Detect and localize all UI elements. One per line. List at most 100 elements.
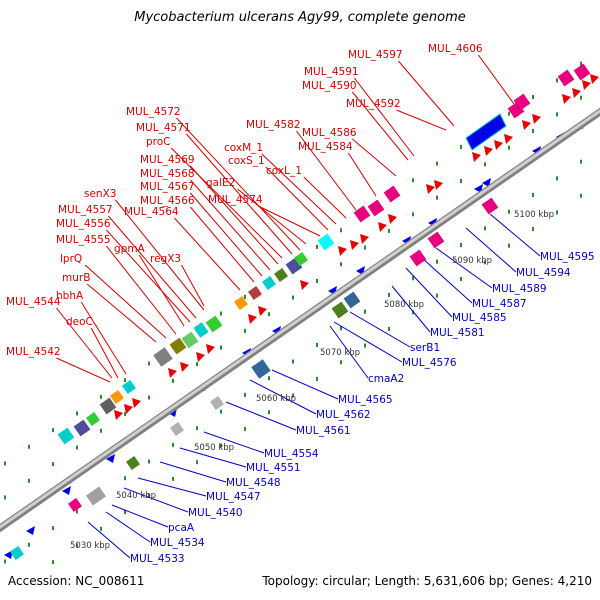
forward-gene-label: MUL_4564 [124,206,179,218]
tick-dot [508,243,510,248]
leader-line [86,283,157,343]
tick-dot [412,178,414,183]
forward-gene-label: regX3 [150,253,181,265]
forward-gene-arrow [248,314,257,324]
reverse-gene-arrow [62,486,71,495]
tick-dot [172,476,174,481]
forward-gene-label: proC [146,136,171,148]
leader-line [237,188,307,245]
forward-gene-label: lprQ [60,253,82,265]
reverse-gene-label: serB1 [410,342,440,354]
leader-line [296,130,357,211]
forward-gene-label: MUL_4606 [428,43,483,55]
forward-gene-arrow [124,404,133,414]
reverse-gene-label: MUL_4540 [188,507,243,519]
gene-box [331,301,349,319]
tick-dot [52,462,54,467]
tick-dot [28,444,30,449]
operon-block [465,113,507,151]
leader-line [190,192,263,277]
gene-box [367,199,385,217]
gene-box [110,390,124,404]
tick-dot [4,495,6,500]
leader-line [352,138,397,177]
reverse-gene-label: MUL_4595 [540,251,595,263]
leader-line [87,521,131,559]
leader-line [190,165,279,265]
backbone-inner [0,109,600,529]
reverse-gene-labels: MUL_4533 MUL_4534 pcaA MUL_4540 MUL_4547 MUL_… [130,251,595,565]
leader-line [333,321,403,363]
reverse-gene-label: pcaA [168,522,195,534]
forward-gene-label: MUL_4566 [140,195,195,207]
reverse-gene-label: MUL_4534 [150,537,205,549]
forward-gene-arrow [168,368,177,378]
tick-dot [172,442,174,447]
forward-gene-arrow [338,246,347,256]
axis-kbp-label: 5090 kbp [452,256,492,266]
gene-box [99,397,117,415]
leader-line [398,60,455,127]
forward-gene-arrow [434,180,443,190]
tick-dot [340,360,342,365]
axis-kbp-label: 5060 kbp [256,394,296,404]
leader-line [90,327,119,379]
leader-line [106,245,177,335]
tick-dot [316,376,318,381]
genome-backbone [0,107,600,533]
leader-line [123,487,189,513]
forward-gene-label: coxM_1 [224,142,263,154]
tick-dot [124,378,126,383]
gene-box [126,456,140,470]
reverse-gene-arrow [106,454,115,463]
tick-dot [580,193,582,198]
forward-gene-arrow [572,88,581,98]
tick-dot [436,161,438,166]
leader-line [84,264,167,339]
tick-dot [556,78,558,83]
gene-box [193,322,209,338]
forward-gene-arrow [180,362,189,372]
tick-dot [196,362,198,367]
gene-box [169,337,187,355]
forward-gene-label: MUL_4597 [348,49,403,61]
forward-gene-label: MUL_4555 [56,234,111,246]
reverse-gene-label: MUL_4565 [338,394,393,406]
reverse-gene-label: MUL_4533 [130,553,185,565]
leader-line [56,307,113,379]
forward-gene-arrow [484,146,493,156]
tick-dot [244,328,246,333]
gene-box [481,197,499,215]
leader-line [108,215,197,319]
tick-dot [364,309,366,314]
forward-gene-arrow [562,94,571,104]
leader-line [190,179,271,271]
forward-gene-label: murB [62,272,90,284]
tick-dot [484,260,486,265]
tick-dot [76,543,78,548]
tick-dot [148,459,150,464]
forward-gene-label: coxS_1 [228,155,265,167]
tick-dot [436,259,438,264]
axis-kbp-label: 5070 kbp [320,348,360,358]
tick-dot [508,145,510,150]
reverse-gene-label: MUL_4587 [472,298,527,310]
tick-dot [148,361,150,366]
tick-dot [292,359,294,364]
tick-dot [460,276,462,281]
forward-gene-arrow [532,114,541,124]
tick-dot [124,476,126,481]
forward-gene-label: hbhA [56,290,84,302]
gene-box [251,359,271,379]
reverse-gene-label: MUL_4554 [264,448,319,460]
tick-dot [556,210,558,215]
tick-dot [28,478,30,483]
gene-box [262,276,276,290]
reverse-gene-arrow [26,526,35,535]
tick-dot [388,228,390,233]
gene-box [343,291,361,309]
tick-dot [52,560,54,565]
forward-gene-arrow [300,280,309,290]
leader-line [56,357,111,383]
